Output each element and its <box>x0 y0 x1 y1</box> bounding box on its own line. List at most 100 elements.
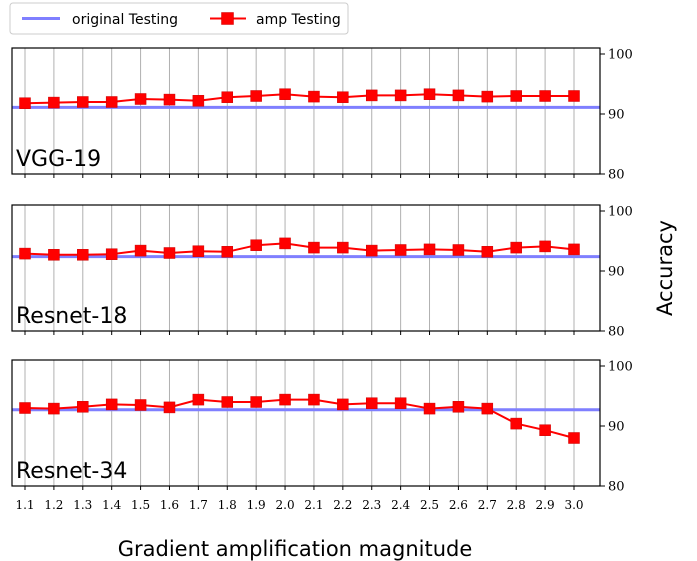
y-axis-title: Accuracy <box>653 220 677 316</box>
x-tick-label: 2.4 <box>391 498 410 512</box>
x-tick-label: 1.2 <box>44 498 63 512</box>
amp-point <box>337 91 349 103</box>
panel-resnet-34: 80 90 100 Resnet-34 <box>11 359 633 495</box>
amp-point <box>452 401 465 413</box>
panel-label: VGG-19 <box>16 147 101 172</box>
amp-point <box>77 401 89 413</box>
amp-point <box>134 399 147 411</box>
panel-frame <box>11 359 601 487</box>
amp-point <box>394 244 407 256</box>
x-tick-label: 1.4 <box>102 498 121 512</box>
y-tick-label: 90 <box>608 265 625 280</box>
amp-point <box>48 249 60 261</box>
amp-point <box>481 246 494 258</box>
legend-amp-label: amp Testing <box>256 12 341 28</box>
y-tick-label: 80 <box>608 168 625 183</box>
y-tick-label: 90 <box>608 108 625 123</box>
amp-point <box>510 241 522 254</box>
amp-point <box>163 401 176 414</box>
x-tick-label: 1.8 <box>218 498 237 512</box>
y-tick-label: 100 <box>608 48 633 63</box>
amp-point <box>134 93 147 105</box>
amp-point <box>308 241 320 254</box>
x-tick-label: 2.9 <box>536 498 555 512</box>
amp-point <box>105 96 118 108</box>
amp-point <box>279 88 291 100</box>
panel-resnet-18: 80 90 100 Resnet-18 <box>11 204 633 340</box>
panel-label: Resnet-18 <box>16 304 127 329</box>
x-tick-label: 2.1 <box>304 498 323 512</box>
amp-point <box>19 402 31 414</box>
x-axis-title: Gradient amplification magnitude <box>118 537 473 561</box>
legend-frame <box>9 2 349 35</box>
x-tick-label: 2.0 <box>276 498 295 512</box>
x-tick-label: 2.2 <box>333 498 352 512</box>
amp-point <box>452 244 465 256</box>
x-tick-label: 2.8 <box>507 498 526 512</box>
amp-point <box>365 244 378 257</box>
amp-point <box>221 91 234 103</box>
x-tick-label: 1.3 <box>73 498 92 512</box>
y-tick-label: 90 <box>608 420 625 435</box>
amp-point <box>19 97 31 109</box>
panel-label: Resnet-34 <box>16 459 127 484</box>
x-tick-label: 1.1 <box>15 498 34 512</box>
amp-point <box>568 432 580 444</box>
amp-point <box>279 237 291 250</box>
amp-point <box>481 402 494 415</box>
legend: original Testing amp Testing <box>9 2 349 35</box>
legend-amp-swatch-marker <box>221 12 234 25</box>
amp-point <box>105 248 118 260</box>
x-tick-label: 2.5 <box>420 498 439 512</box>
amp-point <box>365 89 378 102</box>
legend-original-label: original Testing <box>72 12 178 28</box>
amp-point <box>19 247 31 260</box>
amp-point <box>568 243 580 256</box>
amp-point <box>77 249 89 261</box>
amp-point <box>423 243 436 256</box>
x-tick-labels: 1.1 1.2 1.3 1.4 1.5 1.6 1.7 1.8 1.9 2.0 2.1 2.2 2.3 2… <box>15 498 583 512</box>
amp-point <box>510 417 522 430</box>
x-tick-label: 3.0 <box>564 498 583 512</box>
amp-point <box>337 398 349 411</box>
amp-point <box>279 393 291 406</box>
amp-point <box>48 402 60 415</box>
amp-point <box>452 89 465 102</box>
amp-point <box>163 93 176 106</box>
amp-point <box>423 88 436 100</box>
amp-point <box>539 240 551 253</box>
y-tick-label: 100 <box>608 360 633 375</box>
amp-point <box>568 90 580 102</box>
amp-point <box>250 239 262 251</box>
amp-point <box>539 424 551 436</box>
amp-point <box>308 393 320 406</box>
amp-point <box>192 245 205 257</box>
y-tick-label: 100 <box>608 205 633 220</box>
amp-point <box>105 398 118 411</box>
amp-point <box>192 393 205 406</box>
amp-point <box>250 90 262 102</box>
y-tick-label: 80 <box>608 480 625 495</box>
x-tick-label: 1.7 <box>189 498 208 512</box>
amp-point <box>308 90 320 103</box>
x-tick-label: 1.6 <box>160 498 179 512</box>
y-tick-label: 80 <box>608 325 625 340</box>
amp-point <box>481 90 494 103</box>
amp-point <box>394 397 407 409</box>
panel-frame <box>11 204 601 332</box>
amp-point <box>250 396 262 408</box>
amp-point <box>48 96 60 109</box>
amp-point <box>163 247 176 259</box>
x-tick-label: 1.5 <box>131 498 150 512</box>
amp-point <box>221 246 234 258</box>
amp-point <box>134 244 147 257</box>
x-tick-label: 1.9 <box>247 498 266 512</box>
panel-vgg-19: 80 90 100 VGG-19 <box>11 47 633 183</box>
amp-point <box>394 89 407 102</box>
amp-point <box>192 95 205 107</box>
x-tick-label: 2.7 <box>478 498 497 512</box>
amp-point <box>539 90 551 102</box>
amp-point <box>221 396 234 408</box>
amp-point <box>337 241 349 254</box>
amp-point <box>510 90 522 102</box>
